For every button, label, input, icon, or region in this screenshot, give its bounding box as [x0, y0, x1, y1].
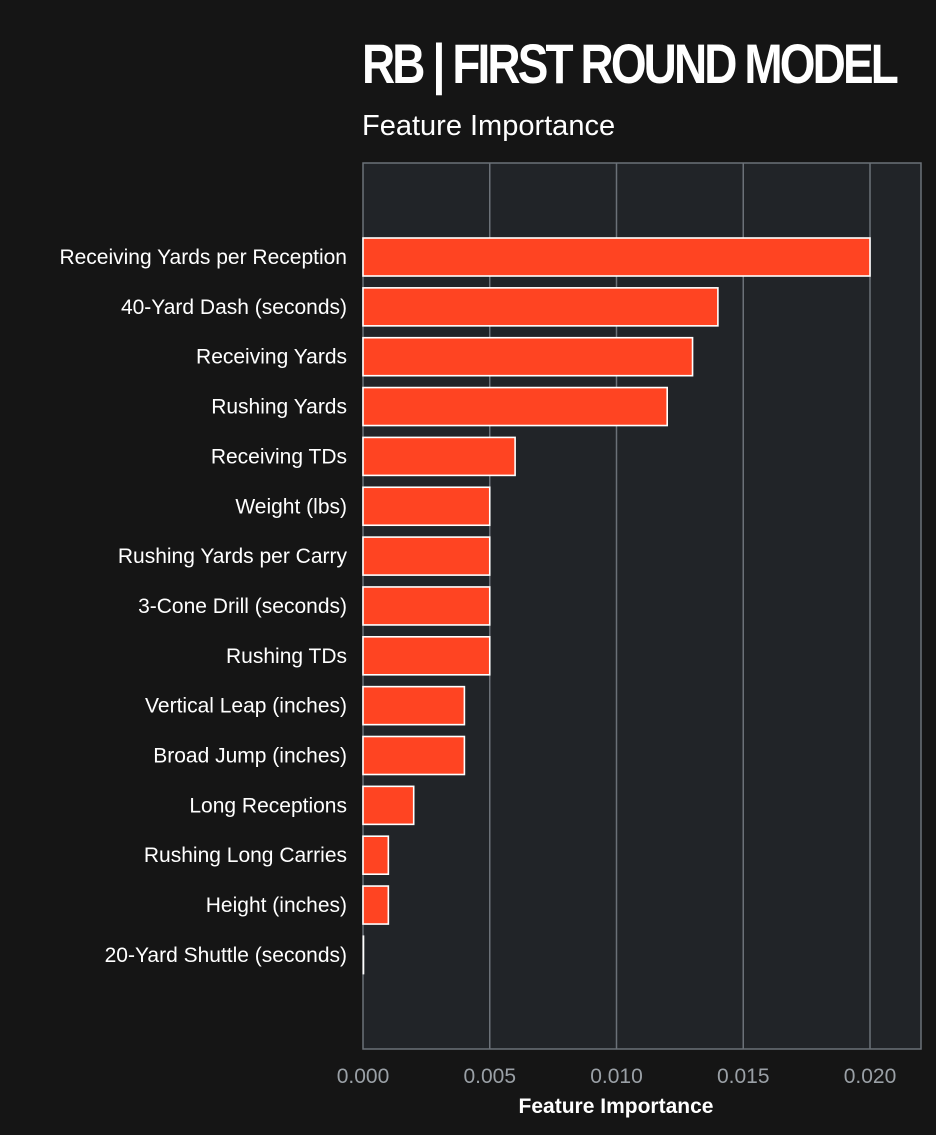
- category-label: Broad Jump (inches): [153, 745, 347, 768]
- chart-subtitle: Feature Importance: [362, 110, 616, 142]
- bar: [362, 586, 491, 626]
- x-axis-title: Feature Importance: [519, 1095, 714, 1118]
- bar: [362, 685, 466, 726]
- bar: [362, 885, 390, 925]
- bar: [362, 336, 694, 377]
- category-label: Rushing Yards per Carry: [118, 545, 348, 568]
- category-label: Height (inches): [206, 894, 347, 917]
- chart-title: RB | FIRST ROUND MODEL: [362, 32, 899, 95]
- bar: [362, 835, 390, 876]
- x-tick-labels: 0.000 0.005 0.010 0.015 0.020: [337, 1065, 897, 1088]
- bar: [362, 386, 669, 427]
- category-label: 3-Cone Drill (seconds): [138, 595, 347, 618]
- bar: [362, 237, 871, 277]
- category-label: Weight (lbs): [235, 495, 347, 518]
- bar: [362, 635, 491, 676]
- category-label: Receiving Yards: [196, 346, 347, 369]
- category-label: Rushing Yards: [211, 396, 347, 419]
- category-label: Receiving Yards per Reception: [59, 246, 347, 269]
- category-label: Long Receptions: [189, 794, 347, 817]
- bar: [362, 536, 491, 576]
- category-label: 40-Yard Dash (seconds): [121, 296, 347, 319]
- category-label: Rushing TDs: [226, 645, 347, 668]
- bar: [362, 436, 516, 477]
- x-tick-label: 0.020: [844, 1065, 897, 1088]
- category-labels: Receiving Yards per Reception 40-Yard Das…: [59, 246, 347, 967]
- bar: [362, 785, 415, 826]
- x-tick-label: 0.000: [337, 1065, 390, 1088]
- bar: [362, 935, 365, 975]
- bar: [362, 287, 719, 327]
- bars: [362, 237, 871, 975]
- x-tick-label: 0.005: [463, 1065, 516, 1088]
- x-tick-label: 0.015: [717, 1065, 770, 1088]
- bar: [362, 735, 466, 776]
- category-label: Rushing Long Carries: [144, 844, 347, 867]
- category-label: 20-Yard Shuttle (seconds): [105, 944, 347, 967]
- x-tick-label: 0.010: [590, 1065, 643, 1088]
- bar: [362, 486, 491, 527]
- category-label: Receiving TDs: [211, 445, 347, 468]
- category-label: Vertical Leap (inches): [145, 695, 347, 718]
